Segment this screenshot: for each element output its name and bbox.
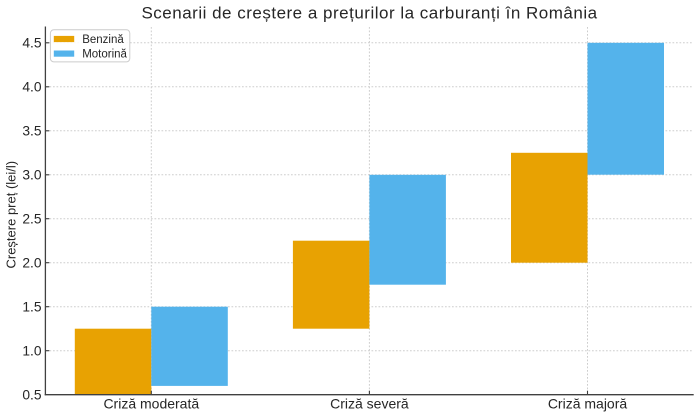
svg-text:1.5: 1.5 — [22, 299, 42, 314]
svg-text:2.5: 2.5 — [22, 211, 42, 226]
svg-text:3.5: 3.5 — [22, 124, 42, 139]
svg-text:Motorină: Motorină — [82, 49, 127, 61]
svg-text:Criză severă: Criză severă — [330, 396, 409, 412]
svg-text:Criză moderată: Criză moderată — [103, 396, 199, 412]
svg-text:Creștere preț (lei/l): Creștere preț (lei/l) — [4, 161, 19, 269]
svg-text:0.5: 0.5 — [22, 387, 42, 402]
svg-text:2.0: 2.0 — [22, 255, 42, 270]
svg-text:3.0: 3.0 — [22, 168, 42, 183]
svg-text:Scenarii de creștere a prețuri: Scenarii de creștere a prețurilor la car… — [141, 3, 597, 22]
svg-text:Criză majoră: Criză majoră — [548, 396, 628, 412]
svg-text:Benzină: Benzină — [82, 34, 124, 46]
svg-text:1.0: 1.0 — [22, 343, 42, 358]
svg-text:4.0: 4.0 — [22, 80, 42, 95]
svg-text:4.5: 4.5 — [22, 36, 42, 51]
